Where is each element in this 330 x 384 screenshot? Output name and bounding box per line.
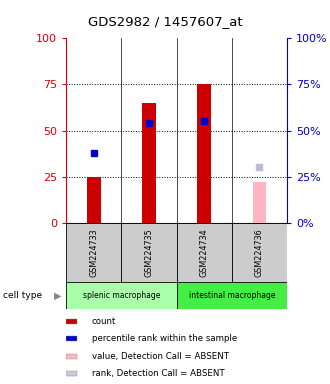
Text: count: count — [92, 317, 116, 326]
Bar — [252, 182, 266, 223]
Text: cell type: cell type — [3, 291, 43, 300]
Text: GDS2982 / 1457607_at: GDS2982 / 1457607_at — [88, 15, 242, 28]
Bar — [66, 354, 77, 359]
Text: percentile rank within the sample: percentile rank within the sample — [92, 334, 237, 343]
Bar — [66, 336, 77, 341]
Text: GSM224735: GSM224735 — [145, 228, 153, 277]
Text: GSM224734: GSM224734 — [200, 228, 209, 277]
Text: value, Detection Call = ABSENT: value, Detection Call = ABSENT — [92, 352, 229, 361]
Bar — [142, 103, 156, 223]
Bar — [66, 371, 77, 376]
Text: rank, Detection Call = ABSENT: rank, Detection Call = ABSENT — [92, 369, 224, 378]
Text: ▶: ▶ — [54, 291, 61, 301]
Bar — [197, 84, 211, 223]
Bar — [177, 282, 287, 309]
Text: GSM224736: GSM224736 — [255, 228, 264, 277]
Bar — [66, 282, 177, 309]
Bar — [232, 223, 287, 282]
Bar — [121, 223, 177, 282]
Text: GSM224733: GSM224733 — [89, 228, 98, 277]
Text: intestinal macrophage: intestinal macrophage — [188, 291, 275, 300]
Bar — [177, 223, 232, 282]
Bar — [66, 223, 121, 282]
Bar — [87, 177, 101, 223]
Text: splenic macrophage: splenic macrophage — [82, 291, 160, 300]
Bar — [66, 319, 77, 324]
